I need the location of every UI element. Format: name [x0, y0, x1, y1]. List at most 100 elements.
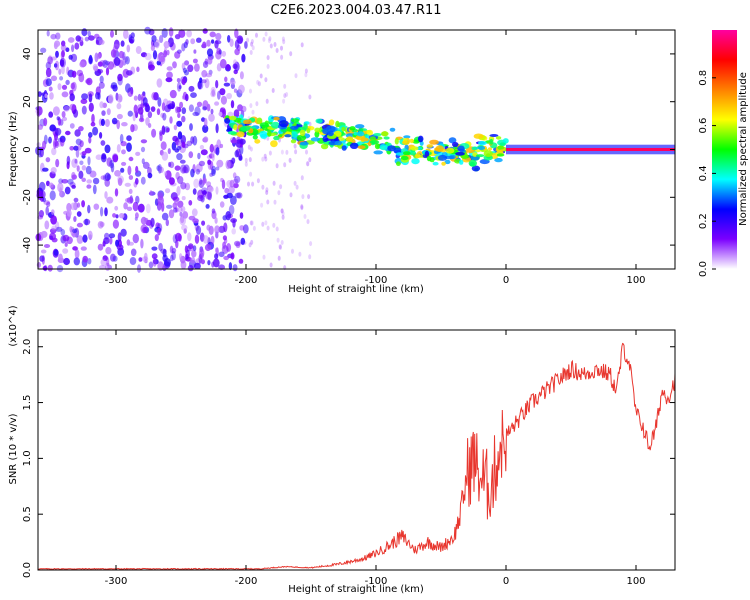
- heatmap-cell: [177, 49, 182, 54]
- heatmap-cell: [45, 157, 51, 163]
- heatmap-cell: [156, 108, 161, 116]
- heatmap-cell: [197, 80, 204, 90]
- heatmap-cell: [283, 162, 287, 168]
- snr-x-tick-label: -200: [235, 576, 258, 587]
- heatmap-cell: [61, 50, 65, 58]
- heatmap-cell: [211, 208, 216, 214]
- heatmap-cell: [110, 253, 116, 262]
- heatmap-cell: [255, 101, 259, 107]
- heatmap-cell: [65, 130, 71, 136]
- heatmap-cell: [239, 138, 246, 145]
- heatmap-cell: [97, 69, 104, 74]
- heatmap-cell: [50, 75, 58, 82]
- heatmap-cell: [459, 159, 464, 165]
- heatmap-cell: [69, 123, 75, 129]
- heatmap-cell: [400, 155, 409, 161]
- heatmap-cell: [100, 258, 107, 266]
- heatmap-cell: [355, 124, 365, 129]
- heatmap-cell: [116, 102, 122, 110]
- heatmap-cell: [201, 220, 206, 226]
- heatmap-cell: [444, 155, 455, 160]
- heatmap-cell: [160, 248, 167, 254]
- heatmap-cell: [209, 31, 216, 38]
- heatmap-cell: [106, 174, 112, 180]
- heatmap-cell: [130, 124, 135, 133]
- heatmap-cell: [185, 93, 189, 102]
- heatmap-cell: [488, 147, 492, 151]
- heatmap-cell: [179, 159, 186, 164]
- heatmap-cell: [183, 228, 187, 234]
- heatmap-cell: [265, 98, 269, 104]
- heatmap-cell: [157, 195, 164, 206]
- heatmap-cell: [79, 140, 84, 148]
- heatmap-cell: [231, 157, 236, 164]
- heatmap-cell: [151, 253, 158, 260]
- heatmap-cell: [72, 228, 78, 234]
- heatmap-cell: [396, 161, 401, 166]
- heatmap-cell: [128, 36, 135, 44]
- colorbar-gradient: [712, 30, 737, 269]
- heatmap-cell: [121, 56, 129, 63]
- heatmap-cell: [58, 253, 63, 263]
- heatmap-cell: [71, 44, 75, 53]
- heatmap-y-tick-label: 40: [22, 48, 33, 61]
- heatmap-cell: [73, 257, 81, 266]
- heatmap-cell: [129, 257, 137, 265]
- heatmap-x-tick-label: 100: [626, 275, 645, 286]
- heatmap-cell: [163, 258, 171, 267]
- snr-x-tick-label: -100: [365, 576, 388, 587]
- heatmap-cell: [82, 255, 88, 263]
- heatmap-cell: [181, 115, 186, 123]
- heatmap-cell: [373, 133, 382, 137]
- heatmap-cell: [303, 214, 307, 219]
- heatmap-cell: [233, 88, 238, 93]
- heatmap-cell: [412, 139, 420, 144]
- heatmap-cell: [499, 142, 506, 147]
- heatmap-cell: [73, 216, 77, 222]
- heatmap-cell: [53, 140, 57, 150]
- heatmap-cell: [145, 203, 151, 214]
- heatmap-cell: [208, 225, 214, 235]
- heatmap-cell: [161, 151, 169, 161]
- heatmap-cell: [381, 131, 389, 137]
- heatmap-cell: [224, 76, 228, 83]
- heatmap-cell: [211, 89, 215, 97]
- heatmap-cell: [267, 130, 272, 137]
- snr-y-tick-label: 1.0: [22, 450, 33, 466]
- heatmap-cell: [116, 119, 120, 130]
- heatmap-cell: [96, 53, 101, 60]
- heatmap-cell: [104, 191, 108, 199]
- heatmap-cell: [251, 45, 255, 51]
- heatmap-cell: [473, 133, 484, 139]
- heatmap-cell: [61, 116, 68, 122]
- heatmap-cell: [86, 184, 92, 189]
- heatmap-cell: [214, 101, 220, 106]
- heatmap-cell: [74, 158, 78, 164]
- heatmap-cell: [69, 225, 73, 233]
- heatmap-cell: [402, 140, 410, 146]
- heatmap-cell: [192, 218, 199, 224]
- heatmap-cell: [265, 187, 269, 193]
- heatmap-cell: [299, 141, 309, 146]
- heatmap-cell: [117, 177, 123, 186]
- heatmap-cells: [35, 26, 675, 273]
- heatmap-cell: [49, 235, 53, 240]
- heatmap-cell: [176, 82, 182, 92]
- heatmap-cell: [61, 91, 69, 98]
- heatmap-cell: [104, 178, 110, 187]
- heatmap-cell: [199, 232, 205, 242]
- heatmap-cell: [262, 36, 266, 42]
- heatmap-cell: [290, 125, 299, 130]
- heatmap-cell: [240, 125, 251, 132]
- heatmap-cell: [126, 196, 134, 204]
- heatmap-cell: [374, 143, 381, 150]
- heatmap-cell: [294, 149, 298, 155]
- heatmap-cell: [273, 135, 280, 141]
- heatmap-cell: [172, 196, 180, 202]
- heatmap-cell: [61, 84, 68, 90]
- heatmap-cell: [106, 108, 111, 116]
- heatmap-cell: [135, 177, 139, 185]
- heatmap-cell: [116, 113, 123, 120]
- heatmap-cell: [306, 161, 310, 167]
- heatmap-cell: [166, 71, 173, 79]
